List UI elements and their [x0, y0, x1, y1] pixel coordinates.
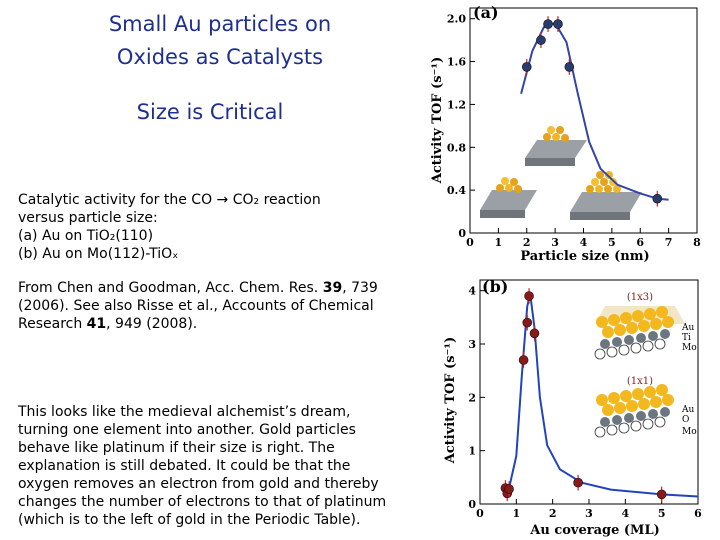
chart-b-data-point — [524, 291, 534, 301]
chart-a-series-line — [520, 21, 669, 201]
surface-model-1x3 — [594, 306, 685, 360]
caption-line-3: (a) Au on TiO₂(110) — [18, 228, 154, 244]
chart-b-annot-1x3: (1x3) — [627, 292, 653, 303]
chart-a-x-label: Particle size (nm) — [520, 249, 649, 264]
caption-line-4: (b) Au on Mo(112)-TiOₓ — [18, 246, 179, 262]
explanation-line: behave like platinum if their size is ri… — [18, 440, 335, 456]
chart-b-y-tick-label: 0 — [468, 498, 476, 511]
reference-line-1: From Chen and Goodman, Acc. Chem. Res. 3… — [18, 279, 378, 297]
chart-a-data-point — [521, 62, 532, 72]
chart-a-x-tick-label: 1 — [495, 236, 503, 249]
explanation-line: (which is to the left of gold in the Per… — [18, 512, 361, 528]
chart-b-x-tick-label: 2 — [549, 507, 557, 520]
chart-b-data-point — [656, 489, 667, 500]
chart-a-y-label: Activity TOF (s⁻¹) — [430, 57, 445, 184]
chart-b-series-line — [501, 293, 699, 498]
chart-a-data-point — [553, 19, 563, 29]
chart-a: 0 1 2 3 4 5 6 7 8 0 0.4 0.8 1.2 1.6 2.0 (a) Particle s… — [430, 3, 701, 264]
chart-b-panel-label: (b) — [482, 277, 508, 296]
chart-a-x-tick-label: 4 — [580, 236, 588, 249]
chart-a-y-tick-label: 0.8 — [447, 141, 466, 154]
explanation-line: explanation is still debated. It could b… — [18, 458, 351, 474]
chart-a-data-point — [543, 19, 553, 29]
chart-a-y-tick-label: 2.0 — [447, 13, 466, 26]
reference-volume-1: 39 — [322, 280, 343, 296]
chart-b-y-label: Activity TOF (s⁻¹) — [443, 337, 458, 464]
chart-a-x-tick-label: 0 — [466, 236, 474, 249]
chart-b-data-point — [573, 477, 583, 488]
surface-model-1x1 — [594, 384, 674, 438]
caption-line-2: versus particle size: — [18, 210, 158, 226]
chart-a-panel-label: (a) — [473, 3, 499, 22]
chart-a-x-tick-label: 7 — [665, 236, 673, 249]
chart-b: 0 1 2 3 4 5 6 0 1 2 3 4 (1x3) (1x1) Au Ti Mo Au O M… — [443, 277, 702, 538]
chart-b-annot-au-1: Au — [681, 323, 694, 333]
title-line-1: Small Au particles on — [108, 12, 332, 36]
chart-a-data-point — [536, 35, 546, 45]
chart-b-annot-mo-1: Mo — [682, 343, 697, 353]
chart-b-x-tick-label: 6 — [694, 507, 702, 520]
explanation-line: changes the number of electrons to that … — [18, 494, 387, 510]
chart-b-x-tick-label: 1 — [513, 507, 521, 520]
chart-a-y-tick-label: 0 — [458, 227, 466, 240]
chart-b-y-tick-label: 2 — [468, 391, 476, 404]
caption: Catalytic activity for the CO → CO₂ reac… — [18, 191, 321, 263]
title-line-2: Oxides as Catalysts — [116, 45, 324, 69]
chart-a-y-tick-label: 1.6 — [447, 56, 466, 69]
surface-model-right — [570, 171, 642, 220]
explanation-line: This looks like the medieval alchemist’s… — [18, 404, 351, 420]
reference-line-2: (2006). See also Risse et al., Accounts … — [18, 298, 374, 314]
chart-b-data-point — [522, 317, 533, 328]
explanation-line: turning one element into another. Gold p… — [18, 422, 356, 438]
chart-a-data-point — [652, 193, 663, 204]
chart-b-y-tick-label: 4 — [468, 285, 476, 298]
chart-b-data-point — [504, 484, 514, 494]
chart-b-x-label: Au coverage (ML) — [529, 523, 659, 538]
chart-a-data-point — [564, 62, 575, 72]
reference-pages-1: , 739 — [342, 280, 378, 296]
chart-b-y-tick-label: 1 — [468, 445, 476, 458]
reference: From Chen and Goodman, Acc. Chem. Res. 3… — [18, 279, 378, 333]
chart-a-x-tick-label: 6 — [636, 236, 644, 249]
chart-b-y-tick-label: 3 — [468, 338, 476, 351]
reference-journal-2: Research — [18, 316, 87, 332]
chart-b-annot-1x1: (1x1) — [627, 376, 653, 387]
chart-a-x-tick-label: 5 — [608, 236, 616, 249]
chart-b-annot-ti-1: Ti — [682, 333, 691, 343]
chart-a-y-tick-label: 1.2 — [447, 98, 466, 111]
reference-volume-2: 41 — [86, 316, 107, 332]
chart-b-annot-au-2: Au — [681, 405, 694, 415]
surface-model-center — [525, 126, 587, 166]
chart-b-annot-mo-2: Mo — [682, 427, 697, 437]
slide-subtitle: Size is Critical — [136, 100, 284, 124]
chart-b-annot-o-2: O — [682, 415, 689, 425]
explanation: This looks like the medieval alchemist’s… — [18, 403, 386, 529]
chart-b-x-tick-label: 5 — [658, 507, 666, 520]
chart-a-x-tick-label: 2 — [523, 236, 531, 249]
chart-b-data-point — [529, 328, 540, 339]
chart-a-y-tick-label: 0.4 — [447, 184, 466, 197]
chart-b-data-point — [518, 355, 529, 365]
reference-journal: From Chen and Goodman, Acc. Chem. Res. — [18, 280, 323, 296]
caption-line-1: Catalytic activity for the CO → CO₂ reac… — [18, 192, 321, 208]
reference-line-3: Research 41, 949 (2008). — [18, 315, 378, 333]
slide-title: Small Au particles on Oxides as Catalyst… — [60, 8, 380, 74]
chart-b-x-tick-label: 4 — [622, 507, 630, 520]
chart-b-x-tick-label: 0 — [476, 507, 484, 520]
explanation-line: oxygen removes an electron from gold and… — [18, 476, 379, 492]
reference-pages-2: , 949 (2008). — [106, 316, 198, 332]
chart-a-x-tick-label: 8 — [693, 236, 701, 249]
surface-model-left — [480, 177, 537, 218]
chart-a-x-tick-label: 3 — [551, 236, 559, 249]
chart-b-x-tick-label: 3 — [585, 507, 593, 520]
